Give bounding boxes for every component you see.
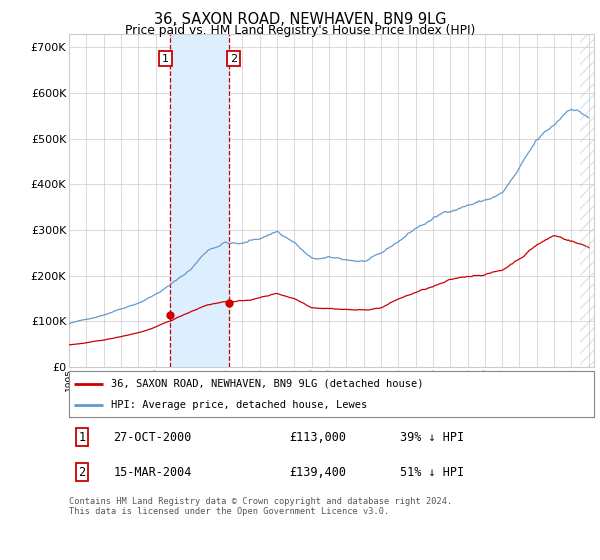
Bar [580,34,594,367]
Text: £113,000: £113,000 [290,431,347,444]
Text: 39% ↓ HPI: 39% ↓ HPI [400,431,464,444]
Text: 36, SAXON ROAD, NEWHAVEN, BN9 9LG: 36, SAXON ROAD, NEWHAVEN, BN9 9LG [154,12,446,27]
Bar [170,34,229,367]
Text: Contains HM Land Registry data © Crown copyright and database right 2024.
This d: Contains HM Land Registry data © Crown c… [69,497,452,516]
Text: 1: 1 [79,431,86,444]
Text: £139,400: £139,400 [290,465,347,479]
Text: 36, SAXON ROAD, NEWHAVEN, BN9 9LG (detached house): 36, SAXON ROAD, NEWHAVEN, BN9 9LG (detac… [111,379,424,389]
Text: 1: 1 [162,54,169,64]
Text: 15-MAR-2004: 15-MAR-2004 [113,465,192,479]
Text: 2: 2 [79,465,86,479]
Text: Price paid vs. HM Land Registry's House Price Index (HPI): Price paid vs. HM Land Registry's House … [125,24,475,37]
Text: 27-OCT-2000: 27-OCT-2000 [113,431,192,444]
Text: 2: 2 [230,54,238,64]
Text: 51% ↓ HPI: 51% ↓ HPI [400,465,464,479]
Text: HPI: Average price, detached house, Lewes: HPI: Average price, detached house, Lewe… [111,400,367,410]
